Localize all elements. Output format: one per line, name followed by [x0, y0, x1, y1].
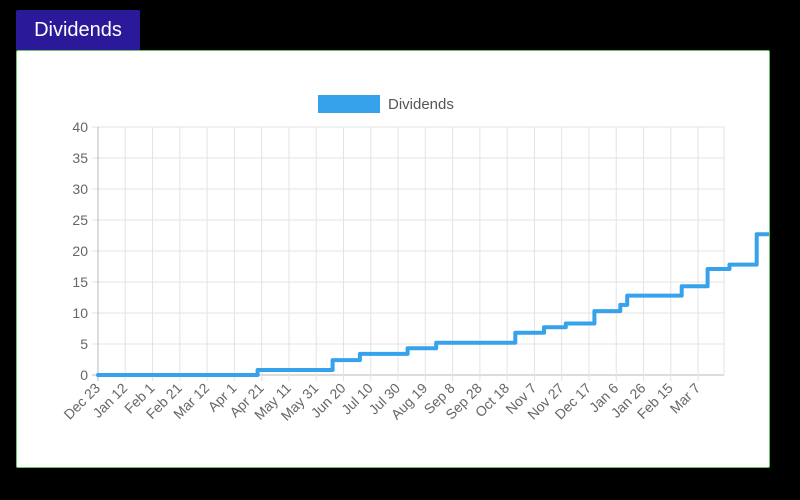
legend-swatch: [318, 95, 380, 113]
y-tick-label: 20: [72, 243, 88, 259]
y-tick-label: 40: [72, 119, 88, 135]
dividends-tab-label: Dividends: [34, 19, 122, 41]
y-tick-label: 30: [72, 181, 88, 197]
x-tick-label: Mar 7: [667, 380, 704, 417]
legend-label: Dividends: [388, 96, 454, 113]
y-tick-label: 0: [80, 367, 88, 383]
y-tick-label: 10: [72, 305, 88, 321]
y-tick-label: 5: [80, 336, 88, 352]
y-tick-label: 35: [72, 150, 88, 166]
dividends-series-line: [96, 232, 769, 377]
dividends-tab[interactable]: Dividends: [16, 10, 140, 50]
y-tick-label: 15: [72, 274, 88, 290]
dividends-chart-card: 0 5 10 15 20 25 30 35 40 Dec 23 Jan 12 Feb 1 Feb 21 M…: [16, 50, 770, 468]
y-tick-label: 25: [72, 212, 88, 228]
